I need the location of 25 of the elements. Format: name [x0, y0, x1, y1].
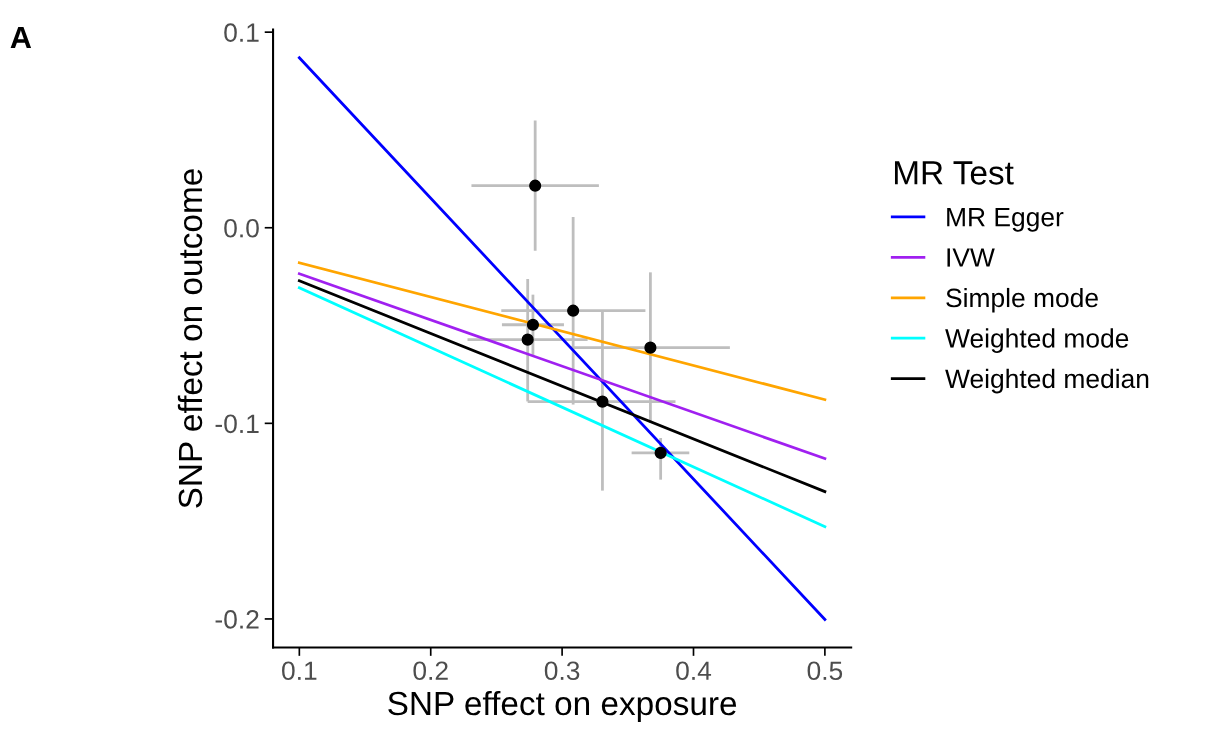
legend-label: Weighted mode: [945, 328, 1129, 353]
x-tick-label: 0.5: [807, 661, 843, 681]
legend-label: IVW: [947, 248, 995, 267]
point: [526, 318, 540, 331]
point: [529, 179, 542, 192]
legend-label: MR Egger: [947, 208, 1064, 232]
legend-title: MR Test: [894, 161, 1014, 185]
point: [596, 395, 609, 408]
y-tick-label: -0.2: [215, 610, 259, 629]
point: [567, 304, 580, 317]
y-tick-label: 0.1: [224, 23, 259, 42]
point: [654, 446, 667, 459]
point: [644, 341, 657, 354]
x-tick-label: 0.2: [413, 661, 448, 681]
text: A: [10, 27, 32, 49]
y-tick-label: 0.0: [224, 218, 259, 238]
legend-label: Weighted median: [945, 368, 1149, 394]
x-tick-label: 0.1: [282, 661, 317, 681]
x-tick-label: 0.3: [544, 661, 580, 681]
x-axis-title: SNP effect on exposure: [388, 690, 737, 722]
x-tick-label: 0.4: [676, 661, 712, 681]
legend-label: Simple mode: [946, 287, 1098, 313]
y-axis-title: SNP effect on outcome: [177, 169, 203, 508]
y-tick-label: -0.1: [215, 414, 259, 434]
point: [521, 333, 534, 346]
